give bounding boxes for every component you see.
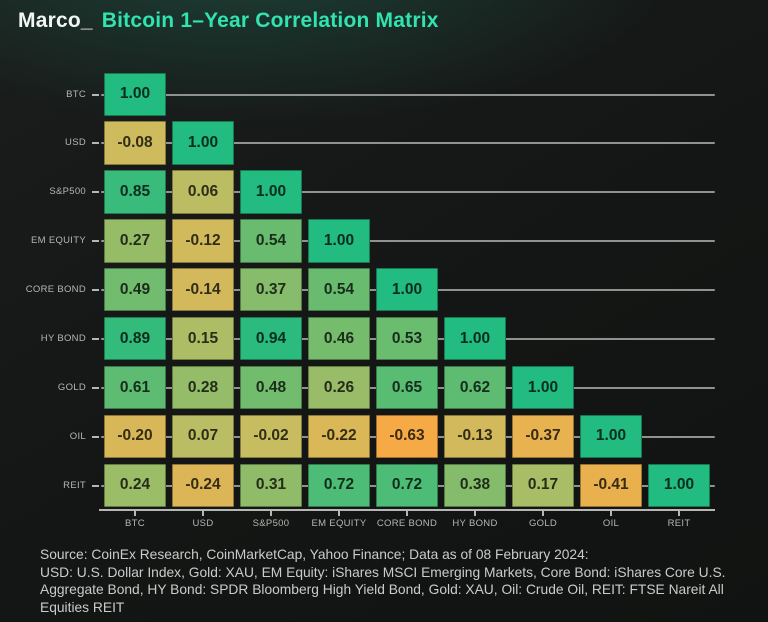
matrix-cell: -0.63 (376, 414, 438, 459)
matrix-cell: 1.00 (444, 317, 506, 361)
x-axis-tick (610, 509, 612, 517)
matrix-cell: 1.00 (512, 365, 574, 410)
col-label: EM EQUITY (311, 518, 367, 530)
row-label: USD (65, 137, 86, 149)
row-label: HY BOND (40, 332, 86, 344)
col-label: USD (192, 518, 214, 530)
col-label: HY BOND (452, 518, 498, 530)
brand-logo: Marco_ (18, 9, 93, 32)
matrix-cell: 0.37 (240, 268, 302, 312)
y-axis-tick (92, 484, 99, 487)
matrix-cell: 0.65 (376, 365, 438, 410)
matrix-cell: 0.06 (172, 170, 234, 214)
matrix-cell: 0.94 (240, 317, 302, 361)
matrix-cell: -0.08 (104, 121, 166, 165)
matrix-cell: 0.61 (104, 365, 166, 410)
y-axis-tick (92, 93, 99, 96)
matrix-cell: 0.27 (104, 219, 166, 263)
matrix-cell: 0.17 (512, 463, 574, 508)
matrix-cell: 1.00 (240, 170, 302, 214)
row-label: OIL (69, 430, 86, 442)
matrix-cell: 0.28 (172, 365, 234, 410)
col-label: CORE BOND (376, 518, 438, 530)
matrix-cell: 0.72 (376, 463, 438, 508)
page-title: Bitcoin 1–Year Correlation Matrix (101, 9, 439, 32)
matrix-cell: -0.22 (308, 414, 370, 459)
row-label: EM EQUITY (31, 235, 86, 247)
matrix-cell: 0.31 (240, 463, 302, 508)
matrix-cell: 0.54 (308, 268, 370, 312)
y-axis-tick (92, 435, 99, 438)
y-axis-tick (92, 337, 99, 340)
y-axis-tick (92, 386, 99, 389)
matrix-cell: 1.00 (376, 268, 438, 312)
x-axis-tick (202, 509, 204, 517)
matrix-cell: 0.48 (240, 365, 302, 410)
gridline (101, 142, 715, 145)
matrix-cell: 1.00 (580, 414, 642, 459)
matrix-cell: 0.72 (308, 463, 370, 508)
col-label: S&P500 (252, 518, 290, 530)
x-axis-tick (134, 509, 136, 517)
y-axis-tick (92, 240, 99, 243)
x-axis-tick (474, 509, 476, 517)
x-axis-tick (542, 509, 544, 517)
x-axis-tick (338, 509, 340, 517)
matrix-cell: 0.46 (308, 317, 370, 361)
y-axis-tick (92, 289, 99, 291)
gridline (101, 240, 715, 243)
matrix-cell: 1.00 (308, 219, 370, 263)
row-label: S&P500 (49, 186, 86, 198)
matrix-cell: -0.12 (172, 219, 234, 263)
matrix-cell: 0.15 (172, 317, 234, 361)
matrix-cell: 0.49 (104, 268, 166, 312)
matrix-cell: -0.20 (104, 414, 166, 459)
row-label: GOLD (57, 381, 86, 393)
matrix-cell: -0.13 (444, 414, 506, 459)
col-label: OIL (602, 518, 620, 530)
matrix-cell: 0.53 (376, 317, 438, 361)
x-axis-tick (270, 509, 272, 517)
matrix-cell: 0.26 (308, 365, 370, 410)
matrix-cell: 0.54 (240, 219, 302, 263)
col-label: BTC (125, 518, 145, 530)
matrix-cell: 1.00 (172, 121, 234, 165)
matrix-cell: -0.02 (240, 414, 302, 459)
gridline (101, 191, 715, 194)
matrix-cell: 1.00 (104, 72, 166, 116)
gridline (101, 93, 715, 96)
matrix-cell: 0.89 (104, 317, 166, 361)
row-label: CORE BOND (25, 284, 86, 295)
row-label: BTC (66, 88, 86, 100)
matrix-cell: 0.38 (444, 463, 506, 508)
x-axis-tick (406, 509, 408, 517)
matrix-cell: -0.37 (512, 414, 574, 459)
chart-header: Marco_ Bitcoin 1–Year Correlation Matrix (18, 9, 439, 33)
y-axis-tick (92, 142, 99, 145)
matrix-cell: -0.24 (172, 463, 234, 508)
matrix-cell: 0.07 (172, 414, 234, 459)
matrix-cell: 0.24 (104, 463, 166, 508)
matrix-cell: -0.14 (172, 268, 234, 312)
col-label: GOLD (528, 518, 558, 530)
col-label: REIT (667, 518, 691, 530)
matrix-cell: 0.62 (444, 365, 506, 410)
x-axis-tick (678, 509, 680, 517)
row-label: REIT (63, 479, 86, 491)
source-note: Source: CoinEx Research, CoinMarketCap, … (40, 547, 726, 615)
y-axis-tick (92, 191, 99, 194)
matrix-cell: -0.41 (580, 463, 642, 508)
matrix-cell: 1.00 (648, 463, 710, 508)
matrix-cell: 0.85 (104, 170, 166, 214)
